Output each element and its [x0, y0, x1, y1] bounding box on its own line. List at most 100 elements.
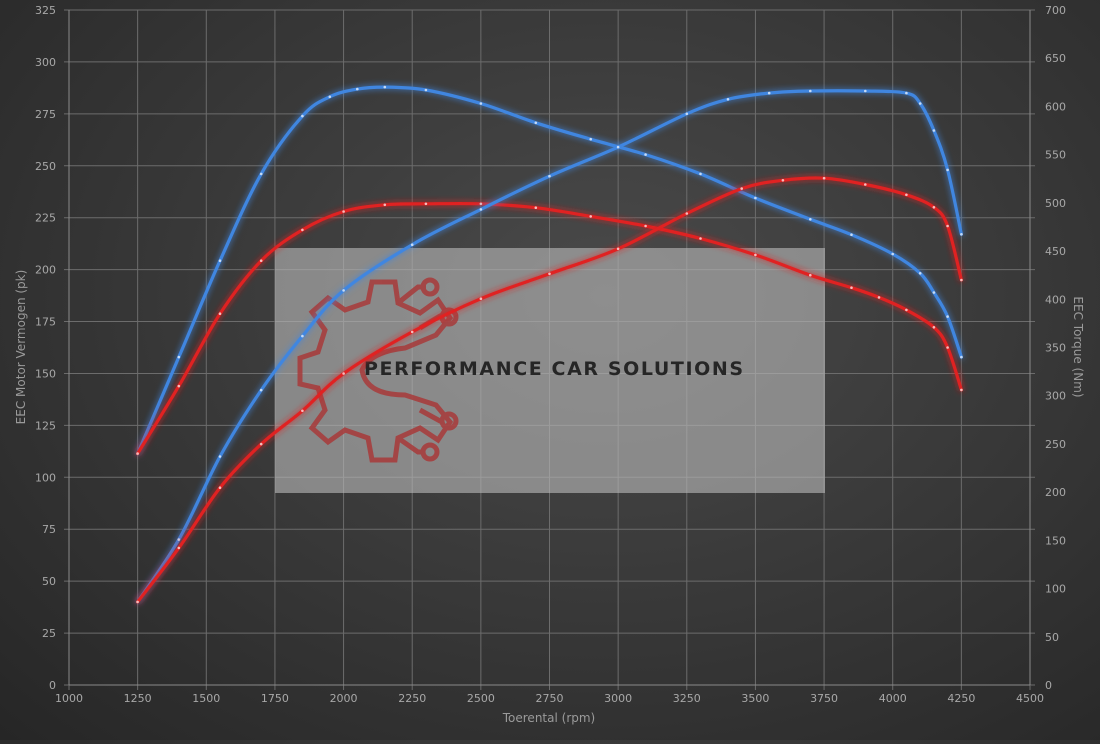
data-point	[301, 334, 304, 338]
x-tick-label: 2750	[536, 692, 564, 705]
x-tick-label: 4500	[1016, 692, 1044, 705]
data-point	[383, 203, 387, 207]
x-tick-label: 1250	[124, 692, 152, 705]
data-point	[918, 102, 922, 105]
y-left-tick-label: 100	[35, 471, 56, 484]
data-point	[946, 346, 949, 349]
data-point	[548, 272, 551, 276]
y-left-tick-label: 25	[42, 627, 56, 640]
data-point	[616, 247, 620, 251]
data-point	[726, 98, 730, 101]
data-point	[136, 600, 139, 604]
x-tick-label: 3750	[810, 692, 838, 705]
data-point	[685, 112, 689, 116]
data-point	[589, 215, 592, 218]
data-point	[877, 296, 881, 299]
y-left-tick-label: 0	[49, 679, 56, 692]
data-point	[218, 486, 222, 490]
data-point	[342, 372, 345, 375]
series-red-torque	[136, 201, 963, 456]
data-point	[177, 546, 181, 550]
data-point	[342, 210, 345, 213]
logo-text: PERFORMANCE CAR SOLUTIONS	[364, 358, 745, 380]
axes	[68, 10, 1031, 686]
x-tick-label: 3250	[673, 692, 701, 705]
data-point	[328, 95, 332, 99]
left-axis-title: EEC Motor Vermogen (pk)	[14, 270, 28, 425]
data-point	[932, 206, 936, 209]
y-left-tick-label: 125	[35, 419, 56, 432]
data-point	[177, 355, 181, 359]
y-right-tick-label: 450	[1045, 245, 1066, 258]
data-point	[946, 168, 949, 172]
data-point	[918, 272, 922, 275]
y-right-tick-label: 400	[1045, 293, 1066, 306]
data-point	[754, 196, 757, 200]
data-point	[850, 233, 853, 236]
series-blue-torque	[136, 85, 963, 456]
data-point	[177, 384, 181, 388]
data-point	[864, 89, 867, 93]
right-axis-title: EEC Torque (Nm)	[1071, 296, 1085, 397]
performance-car-solutions-logo: PERFORMANCE CAR SOLUTIONS	[275, 248, 825, 493]
data-point	[177, 538, 181, 541]
data-point	[383, 85, 387, 89]
y-right-tick-label: 100	[1045, 583, 1066, 596]
data-point	[301, 228, 304, 232]
x-tick-label: 3500	[741, 692, 769, 705]
data-point	[589, 137, 592, 141]
x-tick-label: 1750	[261, 692, 289, 705]
data-point	[410, 243, 414, 246]
data-point	[932, 291, 936, 294]
x-tick-label: 4000	[879, 692, 907, 705]
data-point	[218, 455, 222, 458]
y-right-tick-label: 650	[1045, 52, 1066, 65]
data-point	[932, 129, 936, 132]
y-right-tick-label: 600	[1045, 100, 1066, 113]
data-point	[781, 179, 785, 182]
grid-lines	[64, 9, 1035, 690]
y-right-tick-label: 250	[1045, 438, 1066, 451]
data-point	[864, 183, 867, 186]
data-point	[891, 252, 894, 256]
y-left-tick-label: 50	[42, 575, 56, 588]
y-right-tick-label: 500	[1045, 197, 1066, 210]
data-point	[259, 259, 263, 263]
x-tick-label: 1500	[192, 692, 220, 705]
data-point	[699, 237, 702, 240]
data-point	[960, 278, 963, 282]
data-point	[960, 388, 963, 392]
data-point	[905, 91, 908, 95]
data-point	[424, 88, 428, 92]
x-tick-label: 3000	[604, 692, 632, 705]
logo-panel	[275, 248, 825, 493]
data-point	[822, 176, 826, 180]
data-point	[644, 153, 647, 156]
y-right-tick-label: 150	[1045, 534, 1066, 547]
y-right-tick-label: 550	[1045, 149, 1066, 162]
data-point	[946, 224, 949, 228]
data-point	[259, 172, 263, 176]
data-point	[644, 224, 647, 228]
y-left-tick-label: 150	[35, 367, 56, 380]
data-point	[479, 208, 483, 211]
data-point	[960, 233, 963, 236]
data-point	[342, 289, 345, 292]
y-right-tick-label: 350	[1045, 342, 1066, 355]
x-tick-label: 2250	[398, 692, 426, 705]
series-lines	[136, 85, 963, 604]
series-blue-power	[136, 89, 963, 604]
data-point	[809, 89, 812, 93]
data-point	[424, 202, 428, 206]
y-right-tick-label: 300	[1045, 390, 1066, 403]
series-red-power	[136, 176, 963, 604]
data-point	[356, 87, 359, 91]
data-point	[479, 297, 483, 301]
data-point	[218, 259, 222, 263]
data-point	[534, 121, 538, 125]
data-point	[136, 452, 139, 455]
data-point	[809, 273, 812, 277]
data-point	[905, 308, 908, 312]
data-point	[301, 409, 304, 413]
